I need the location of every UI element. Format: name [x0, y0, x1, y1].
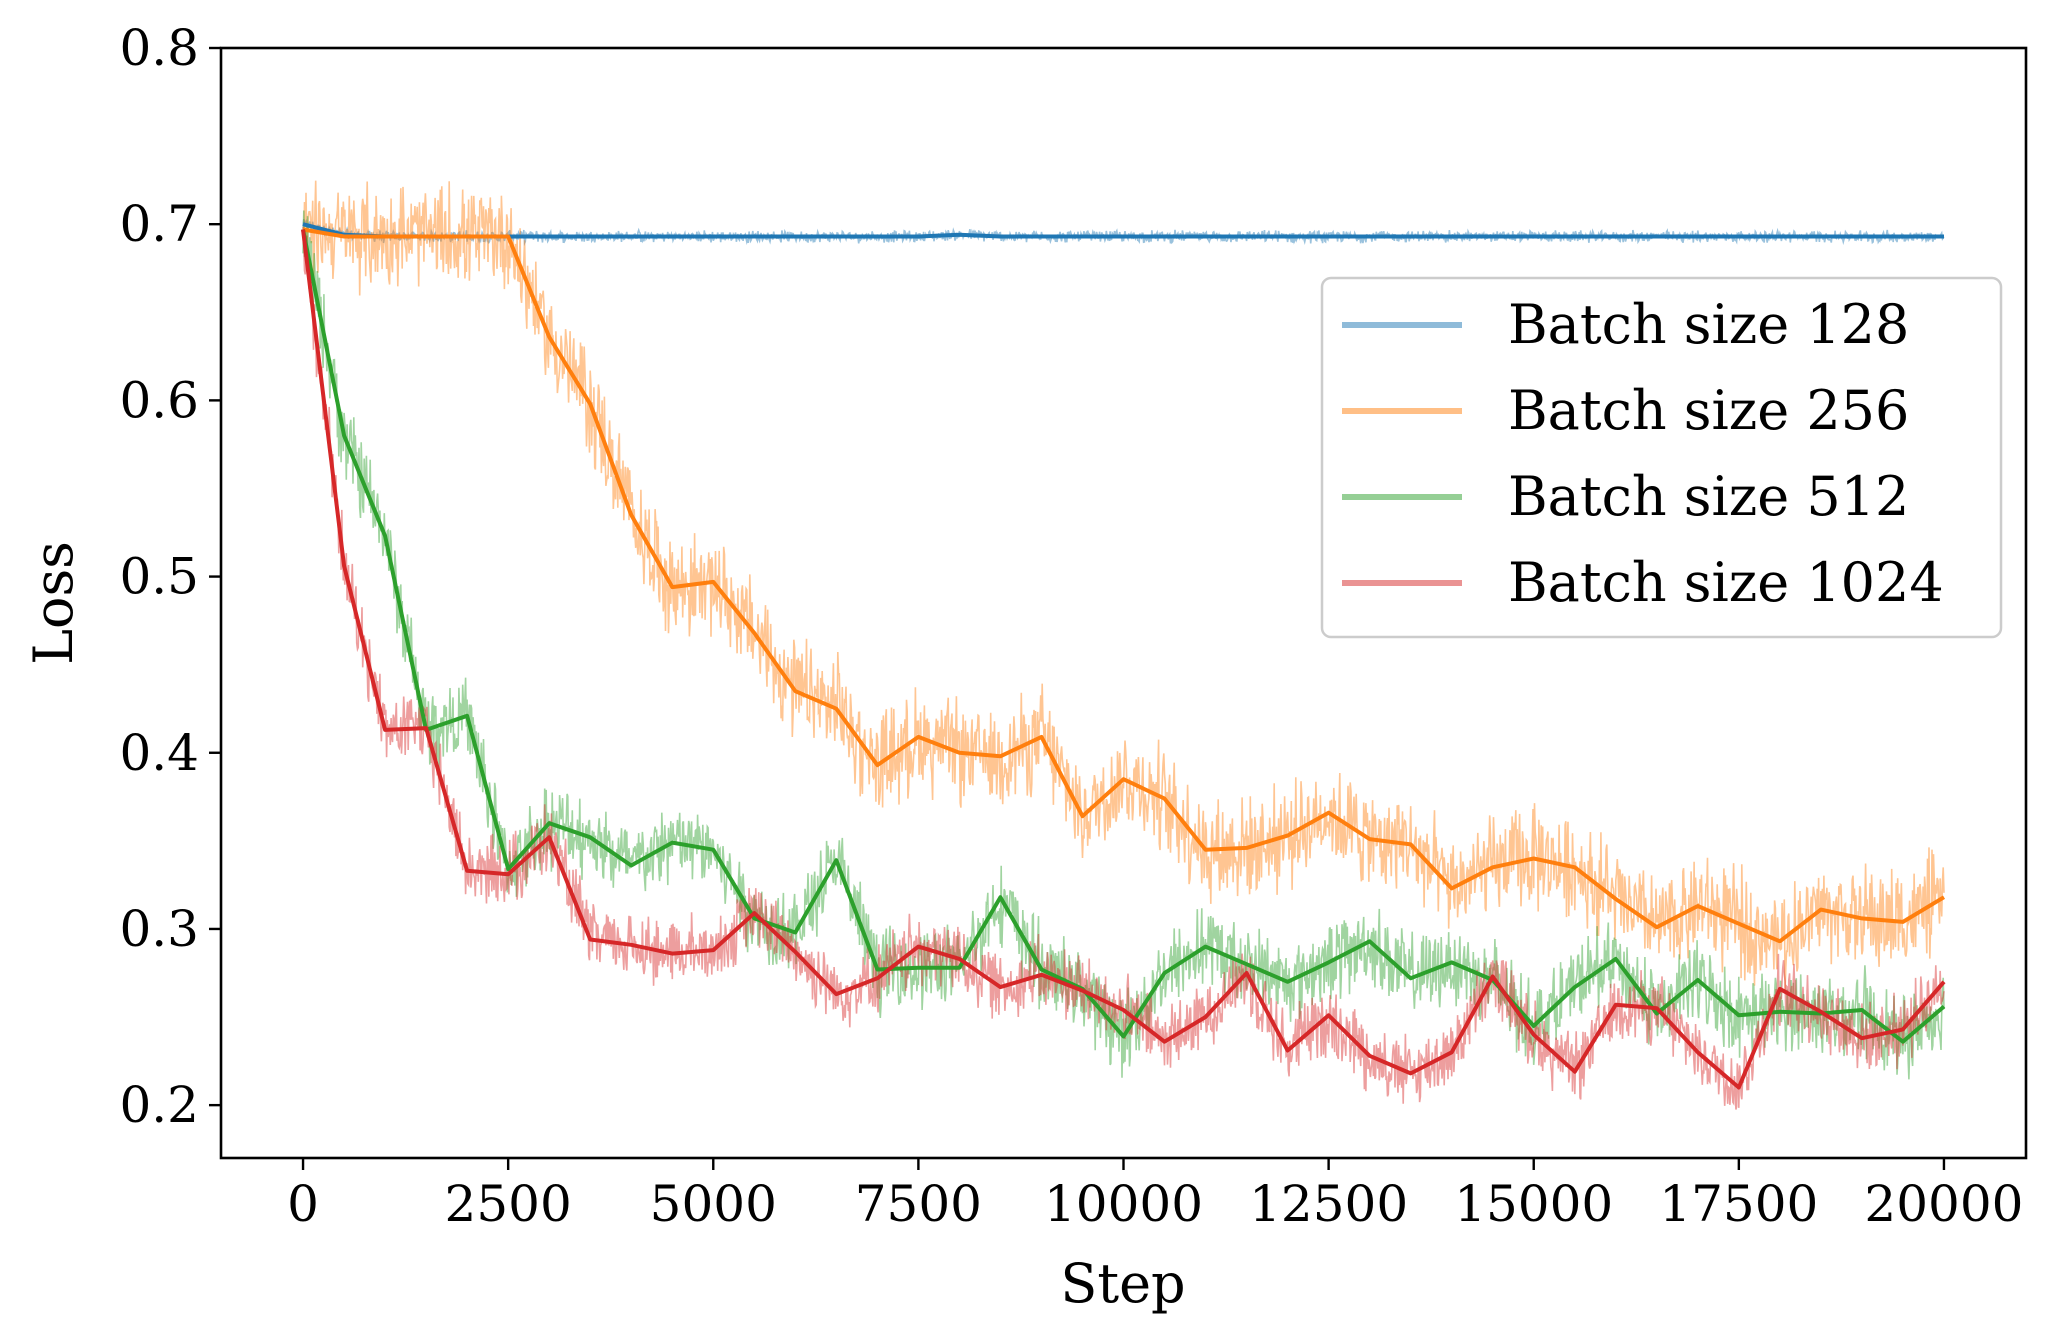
- y-tick-label: 0.8: [119, 19, 199, 77]
- x-tick-label: 12500: [1249, 1175, 1408, 1233]
- raw-trace-0: [303, 219, 1944, 243]
- legend-label-3: Batch size 1024: [1508, 551, 1944, 614]
- x-axis-ticks: 0 2500 5000 7500 10000 12500 15000 17500 20000: [287, 1158, 2023, 1233]
- legend-label-1: Batch size 256: [1508, 379, 1909, 442]
- x-tick-label: 15000: [1454, 1175, 1613, 1233]
- y-axis-ticks: 0.2 0.3 0.4 0.5 0.6 0.7 0.8: [119, 19, 221, 1134]
- y-axis-label: Loss: [22, 541, 85, 665]
- legend: Batch size 128 Batch size 256 Batch size 5…: [1322, 278, 2001, 637]
- x-tick-label: 2500: [445, 1175, 572, 1233]
- x-tick-label: 0: [287, 1175, 319, 1233]
- y-tick-label: 0.3: [119, 900, 199, 958]
- x-tick-label: 10000: [1044, 1175, 1203, 1233]
- x-axis-label: Step: [1060, 1252, 1185, 1315]
- x-tick-label: 20000: [1864, 1175, 2023, 1233]
- y-tick-label: 0.4: [119, 724, 199, 782]
- y-tick-label: 0.2: [119, 1076, 199, 1134]
- legend-label-2: Batch size 512: [1508, 465, 1909, 528]
- x-tick-label: 5000: [650, 1175, 777, 1233]
- y-tick-label: 0.6: [119, 371, 199, 429]
- legend-label-0: Batch size 128: [1508, 293, 1909, 356]
- x-tick-label: 7500: [855, 1175, 982, 1233]
- x-tick-label: 17500: [1659, 1175, 1818, 1233]
- series-line-0: [303, 224, 1944, 236]
- y-tick-label: 0.7: [119, 195, 199, 253]
- y-tick-label: 0.5: [119, 548, 199, 606]
